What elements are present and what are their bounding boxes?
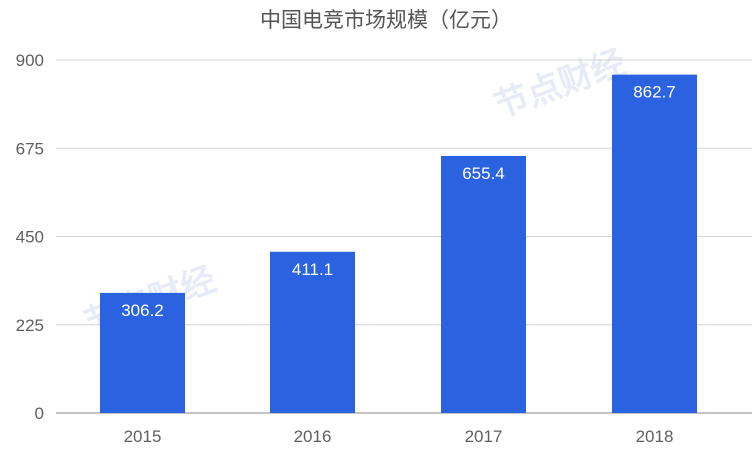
y-tick-label: 225 <box>16 316 44 335</box>
bar-2018 <box>612 74 697 414</box>
bar-2016 <box>270 251 355 413</box>
y-tick-label: 900 <box>16 51 44 70</box>
data-label: 862.7 <box>633 83 676 102</box>
bar-2017 <box>441 155 526 413</box>
x-tick-label: 2016 <box>294 427 332 446</box>
y-tick-label: 0 <box>35 404 44 423</box>
data-label: 655.4 <box>462 164 505 183</box>
x-tick-label: 2015 <box>124 427 162 446</box>
x-tick-label: 2018 <box>636 427 674 446</box>
x-tick-label: 2017 <box>465 427 503 446</box>
watermark: 节点财经 <box>489 42 630 126</box>
y-tick-label: 675 <box>16 139 44 158</box>
data-label: 306.2 <box>121 301 164 320</box>
chart-title: 中国电竞市场规模（亿元） <box>260 8 512 32</box>
bar-2015 <box>100 292 185 413</box>
y-tick-label: 450 <box>16 228 44 247</box>
data-label: 411.1 <box>292 260 333 279</box>
